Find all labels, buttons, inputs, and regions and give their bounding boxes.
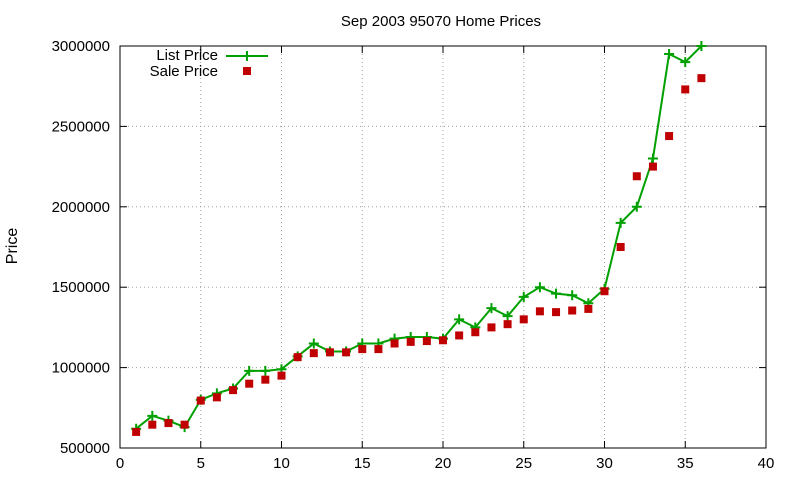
sale-price-point	[342, 348, 351, 357]
sale-price-point	[697, 74, 706, 83]
list-price-line	[135, 45, 703, 430]
sale-price-point	[616, 243, 625, 251]
sale-price-point	[261, 375, 270, 384]
list-price-point	[260, 365, 271, 376]
sale-price-point	[406, 337, 415, 346]
sale-price-point	[374, 345, 383, 354]
y-tick-label: 2500000	[52, 118, 110, 135]
legend-plus-marker	[242, 51, 252, 61]
y-tick-label: 1000000	[52, 360, 110, 377]
list-price-point	[664, 49, 675, 60]
sale-price-point	[422, 337, 431, 346]
legend-square-marker	[243, 67, 251, 75]
sale-price-point	[632, 172, 641, 181]
sale-price-point	[164, 419, 173, 428]
y-tick-label: 3000000	[52, 38, 110, 55]
list-price-point	[534, 282, 545, 293]
list-price-point	[518, 291, 529, 302]
list-price-point	[696, 41, 707, 51]
sale-price-point	[277, 371, 286, 380]
sale-price-point	[455, 331, 464, 340]
sale-price-point	[293, 353, 302, 362]
legend-label-list-price: List Price	[156, 47, 218, 64]
list-price-point	[551, 288, 562, 299]
sale-price-point	[358, 345, 367, 354]
sale-price-point	[665, 132, 674, 141]
sale-price-point	[196, 396, 205, 405]
series-layer	[131, 41, 707, 436]
sale-price-point	[325, 348, 334, 357]
sale-price-point	[148, 420, 157, 429]
x-tick-label: 40	[758, 455, 775, 472]
list-price-point	[631, 201, 642, 212]
list-price-point	[244, 365, 255, 376]
sale-price-point	[439, 336, 447, 345]
list-price-point	[567, 290, 578, 301]
x-tick-label: 30	[596, 455, 613, 472]
list-price-point	[486, 303, 497, 314]
list-price-point	[147, 410, 158, 421]
list-price-point	[454, 314, 465, 325]
x-tick-label: 35	[677, 455, 694, 472]
sale-price-point	[309, 349, 318, 358]
x-tick-label: 25	[515, 455, 532, 472]
y-tick-label: 500000	[60, 440, 110, 457]
list-price-point	[647, 153, 658, 164]
sale-price-point	[535, 307, 544, 316]
sale-price-point	[503, 320, 512, 329]
x-tick-label: 20	[435, 455, 452, 472]
sale-price-point	[552, 308, 561, 317]
sale-price-point	[471, 328, 480, 337]
sale-price-point	[600, 287, 609, 296]
plot-frame	[119, 45, 767, 449]
sale-price-point	[390, 339, 399, 348]
sale-price-point	[180, 420, 189, 429]
list-price-point	[502, 311, 513, 322]
axis-ticks: 500000 1000000 1500000 2000000 2500000 300000…	[52, 38, 775, 472]
list-price-point	[615, 217, 626, 228]
y-tick-label: 1500000	[52, 279, 110, 296]
x-tick-label: 15	[354, 455, 371, 472]
sale-price-point	[648, 162, 657, 171]
x-tick-label: 5	[197, 455, 205, 472]
y-tick-label: 2000000	[52, 199, 110, 216]
x-tick-label: 0	[116, 455, 124, 472]
grid-lines	[120, 46, 766, 448]
legend: List Price Sale Price	[150, 47, 268, 80]
list-price-point	[680, 57, 691, 68]
sale-price-point	[519, 315, 528, 324]
sale-price-point	[229, 386, 238, 395]
sale-price-point	[132, 427, 141, 436]
sale-price-point	[245, 379, 254, 388]
sale-price-point	[681, 85, 690, 94]
sale-price-point	[212, 393, 221, 402]
x-tick-label: 10	[273, 455, 290, 472]
legend-label-sale-price: Sale Price	[150, 63, 218, 80]
sale-price-point	[584, 304, 593, 313]
sale-price-point	[487, 323, 496, 332]
sale-price-point	[568, 306, 577, 315]
chart-title: Sep 2003 95070 Home Prices	[341, 13, 541, 30]
y-axis-label: Price	[4, 228, 21, 265]
list-price-point	[308, 338, 319, 349]
